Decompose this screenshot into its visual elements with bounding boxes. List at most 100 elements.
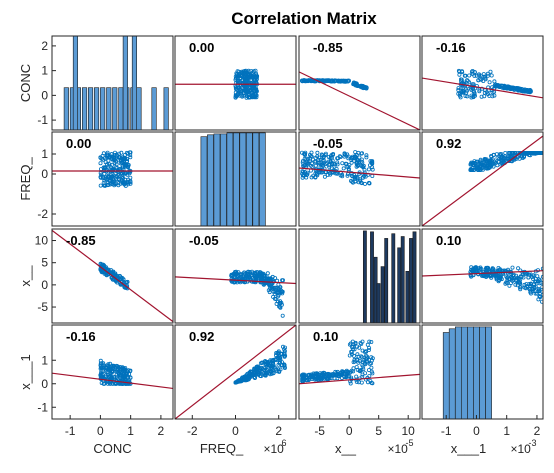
scatter-point <box>105 175 110 180</box>
scatter-point <box>275 290 280 295</box>
scatter-point <box>476 272 481 277</box>
scatter-point <box>353 155 358 160</box>
scatter-point <box>282 345 287 350</box>
x-axis-multiplier: ×10 <box>511 442 532 456</box>
scatter-point <box>344 161 349 166</box>
scatter-point <box>364 155 369 160</box>
scatter-point <box>529 282 534 287</box>
scatter-point <box>111 274 116 279</box>
scatter-point <box>246 274 251 279</box>
scatter-point <box>492 93 497 98</box>
scatter-point <box>108 371 113 376</box>
x-tick-label: 2 <box>534 424 541 438</box>
scatter-point <box>103 369 108 374</box>
regression-line <box>422 135 543 226</box>
scatter-point <box>321 154 326 159</box>
scatter-point <box>313 155 318 160</box>
scatter-point <box>251 69 256 74</box>
scatter-point <box>464 88 469 93</box>
scatter-point <box>253 78 258 83</box>
scatter-point <box>311 371 316 376</box>
histogram-bar <box>400 236 405 323</box>
scatter-point <box>116 370 121 375</box>
histogram-bar <box>226 132 234 226</box>
histogram-1 <box>200 132 266 226</box>
x-axis-multiplier-exponent: -5 <box>406 438 414 448</box>
scatter-point <box>257 273 262 278</box>
y-tick-label: 0 <box>41 167 48 181</box>
scatter-point <box>337 373 342 378</box>
panel-grid <box>51 35 544 420</box>
scatter-point <box>469 95 474 100</box>
scatter-point <box>125 172 130 177</box>
scatter-point <box>459 77 464 82</box>
scatter-point <box>485 266 490 271</box>
x-tick-label: 5 <box>375 424 382 438</box>
scatter-point <box>282 365 287 370</box>
scatter-point <box>116 173 121 178</box>
scatter-point <box>508 85 513 90</box>
scatter-point <box>490 85 495 90</box>
scatter-point <box>128 375 133 380</box>
correlation-label: -0.85 <box>66 233 96 248</box>
scatter-point <box>537 288 542 293</box>
scatter-point <box>347 374 352 379</box>
scatter-point <box>116 172 121 177</box>
scatter-point <box>254 81 259 86</box>
x-tick-label: 2 <box>158 424 165 438</box>
scatter-point <box>309 79 314 84</box>
scatter-point <box>343 152 348 157</box>
scatter-point <box>465 79 470 84</box>
scatter-point <box>366 347 371 352</box>
scatter-point <box>320 162 325 167</box>
scatter-point <box>107 161 112 166</box>
scatter-point <box>457 93 462 98</box>
scatter-point <box>354 374 359 379</box>
scatter-point <box>252 371 257 376</box>
scatter-point <box>245 88 250 93</box>
scatter-point <box>110 157 115 162</box>
histogram-bar <box>106 87 112 130</box>
scatter-point <box>128 175 133 180</box>
scatter-point <box>335 156 340 161</box>
scatter-point <box>120 368 125 373</box>
histogram-bar <box>467 326 474 419</box>
scatter-point <box>300 158 305 163</box>
scatter-point <box>230 273 235 278</box>
x-tick-label: -1 <box>441 424 452 438</box>
scatter-point <box>487 80 492 85</box>
x-axis-multiplier: ×10 <box>264 442 285 456</box>
scatter-point <box>370 173 375 178</box>
scatter-point <box>503 281 508 286</box>
x-tick-label: -1 <box>65 424 76 438</box>
scatter-point <box>327 164 332 169</box>
scatter-point <box>463 94 468 99</box>
correlation-label: -0.05 <box>313 136 343 151</box>
scatter-point <box>307 152 312 157</box>
scatter-point <box>511 150 516 155</box>
regression-line-group <box>299 167 420 179</box>
scatter-point <box>477 89 482 94</box>
scatter-point <box>474 84 479 89</box>
scatter-point <box>320 371 325 376</box>
scatter-point <box>335 162 340 167</box>
y-tick-label: -1 <box>37 400 48 414</box>
scatter-point <box>341 166 346 171</box>
scatter-point <box>349 156 354 161</box>
scatter-point <box>234 76 239 81</box>
scatter-point <box>268 276 273 281</box>
scatter-points-0-2 <box>299 78 369 91</box>
scatter-points-2-3 <box>468 265 543 304</box>
scatter-point <box>128 155 133 160</box>
scatter-point <box>239 273 244 278</box>
scatter-point <box>246 375 251 380</box>
scatter-point <box>503 150 508 155</box>
regression-line <box>299 373 420 385</box>
scatter-point <box>102 381 107 386</box>
histogram-bar <box>82 87 88 130</box>
scatter-point <box>238 71 243 76</box>
regression-line <box>52 372 173 390</box>
scatter-point <box>126 375 131 380</box>
scatter-point <box>505 280 510 285</box>
